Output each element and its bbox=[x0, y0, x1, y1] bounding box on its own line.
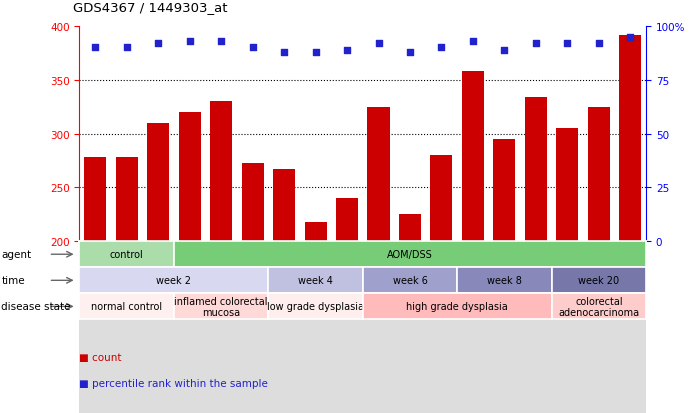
Bar bbox=[462, 72, 484, 242]
Text: week 6: week 6 bbox=[392, 275, 428, 286]
Bar bbox=[426, 242, 457, 413]
Text: normal control: normal control bbox=[91, 301, 162, 312]
Text: control: control bbox=[110, 249, 144, 260]
Point bbox=[278, 49, 290, 56]
Bar bbox=[147, 123, 169, 242]
Bar bbox=[399, 215, 421, 242]
Bar bbox=[178, 113, 200, 242]
Bar bbox=[242, 163, 263, 242]
Bar bbox=[205, 242, 237, 413]
Bar bbox=[115, 158, 138, 242]
Point bbox=[436, 45, 447, 52]
Point bbox=[531, 41, 542, 47]
Point bbox=[625, 34, 636, 41]
Text: low grade dysplasia: low grade dysplasia bbox=[267, 301, 364, 312]
Text: disease state: disease state bbox=[1, 301, 71, 312]
Bar bbox=[395, 242, 426, 413]
Bar bbox=[79, 242, 111, 413]
Bar bbox=[268, 242, 300, 413]
Text: agent: agent bbox=[1, 249, 32, 260]
Point bbox=[216, 38, 227, 45]
Text: time: time bbox=[1, 275, 25, 286]
Text: AOM/DSS: AOM/DSS bbox=[387, 249, 433, 260]
Point bbox=[499, 47, 510, 54]
Bar bbox=[142, 242, 174, 413]
Bar bbox=[619, 36, 641, 242]
Bar bbox=[588, 107, 610, 242]
Bar bbox=[525, 98, 547, 242]
Bar bbox=[583, 242, 614, 413]
Bar bbox=[489, 242, 520, 413]
Bar bbox=[551, 242, 583, 413]
Text: high grade dysplasia: high grade dysplasia bbox=[406, 301, 508, 312]
Bar bbox=[430, 156, 453, 242]
Point bbox=[310, 49, 321, 56]
Bar bbox=[305, 222, 327, 242]
Point bbox=[404, 49, 415, 56]
Bar bbox=[363, 242, 395, 413]
Point bbox=[90, 45, 101, 52]
Point bbox=[121, 45, 132, 52]
Bar bbox=[336, 199, 358, 242]
Text: inflamed colorectal
mucosa: inflamed colorectal mucosa bbox=[174, 296, 268, 318]
Point bbox=[594, 41, 605, 47]
Text: week 2: week 2 bbox=[156, 275, 191, 286]
Bar bbox=[520, 242, 551, 413]
Bar bbox=[300, 242, 331, 413]
Point bbox=[153, 41, 164, 47]
Bar bbox=[556, 129, 578, 242]
Text: ■ count: ■ count bbox=[79, 352, 122, 362]
Bar bbox=[237, 242, 268, 413]
Point bbox=[373, 41, 384, 47]
Bar bbox=[614, 242, 646, 413]
Text: week 4: week 4 bbox=[298, 275, 333, 286]
Bar bbox=[111, 242, 142, 413]
Point bbox=[467, 38, 478, 45]
Bar bbox=[174, 242, 205, 413]
Bar bbox=[493, 140, 515, 242]
Point bbox=[247, 45, 258, 52]
Bar bbox=[210, 102, 232, 242]
Bar bbox=[331, 242, 363, 413]
Bar bbox=[368, 107, 390, 242]
Text: GDS4367 / 1449303_at: GDS4367 / 1449303_at bbox=[73, 2, 227, 14]
Point bbox=[341, 47, 352, 54]
Bar bbox=[273, 170, 295, 242]
Bar bbox=[84, 158, 106, 242]
Text: week 20: week 20 bbox=[578, 275, 619, 286]
Text: ■ percentile rank within the sample: ■ percentile rank within the sample bbox=[79, 378, 268, 388]
Bar bbox=[457, 242, 489, 413]
Point bbox=[562, 41, 573, 47]
Point bbox=[184, 38, 195, 45]
Text: week 8: week 8 bbox=[487, 275, 522, 286]
Text: colorectal
adenocarcinoma: colorectal adenocarcinoma bbox=[558, 296, 639, 318]
